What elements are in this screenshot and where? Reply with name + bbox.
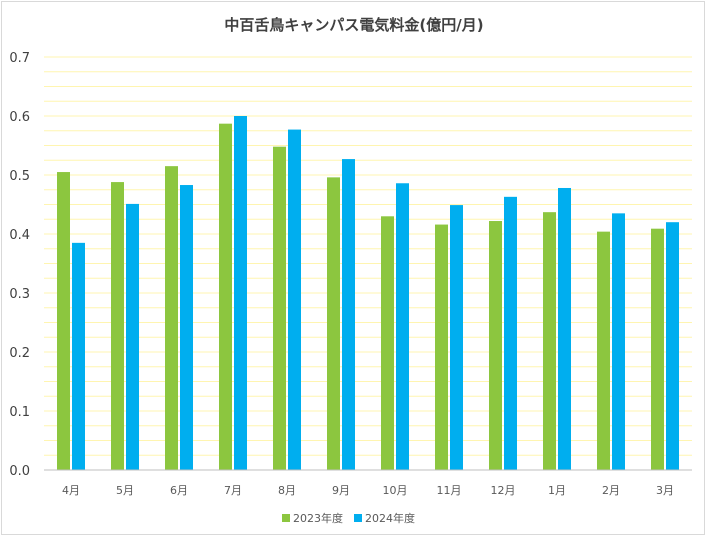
bar-series1	[273, 146, 286, 470]
bar-series2	[342, 159, 355, 470]
bar-series1	[597, 231, 610, 470]
bar-series1	[651, 228, 664, 470]
x-tick-label: 7月	[224, 484, 242, 497]
bar-series2	[558, 187, 571, 471]
x-tick-label: 10月	[383, 484, 408, 497]
bar-series1	[543, 212, 556, 471]
chart-title: 中百舌鳥キャンパス電気料金(億円/月)	[224, 16, 483, 34]
bar-series2	[612, 213, 625, 470]
x-tick-label: 12月	[491, 484, 516, 497]
x-axis-ticks: 4月 5月 6月 7月 8月 9月 10月 11月 12月 1月 2月 3月	[62, 484, 674, 497]
y-tick-label: 0.1	[9, 405, 30, 420]
bar-series1	[111, 182, 124, 470]
bar-series1	[219, 123, 232, 471]
y-axis-ticks: 0.0 0.1 0.2 0.3 0.4 0.5 0.6 0.7	[9, 51, 30, 479]
bar-series1	[57, 172, 70, 471]
bar-series2	[504, 196, 517, 470]
bar-series2	[450, 205, 463, 470]
x-tick-label: 11月	[437, 484, 462, 497]
x-tick-label: 9月	[332, 484, 350, 497]
x-tick-label: 1月	[548, 484, 566, 497]
bar-series2	[180, 185, 193, 470]
x-tick-label: 4月	[62, 484, 80, 497]
bar-series2	[666, 222, 679, 470]
x-tick-label: 6月	[170, 484, 188, 497]
legend-label: 2023年度	[293, 511, 343, 525]
y-tick-label: 0.3	[9, 287, 30, 302]
x-tick-label: 8月	[278, 484, 296, 497]
y-tick-label: 0.0	[9, 464, 30, 479]
y-tick-label: 0.2	[9, 346, 30, 361]
y-tick-label: 0.6	[9, 110, 30, 125]
bar-series1	[489, 221, 502, 470]
bar-series1	[327, 177, 340, 471]
x-tick-label: 5月	[116, 484, 134, 497]
bars	[57, 116, 679, 471]
gridlines	[44, 56, 692, 456]
bar-series1	[165, 166, 178, 470]
x-tick-label: 3月	[656, 484, 674, 497]
legend-label: 2024年度	[365, 511, 415, 525]
y-tick-label: 0.7	[9, 51, 30, 66]
legend: 2023年度 2024年度	[282, 511, 415, 525]
bar-series2	[126, 203, 139, 470]
legend-swatch	[282, 514, 290, 522]
bar-series1	[435, 224, 448, 470]
x-tick-label: 2月	[602, 484, 620, 497]
bar-series2	[234, 116, 247, 470]
bar-series2	[396, 183, 409, 470]
bar-series2	[288, 129, 301, 470]
bar-series1	[381, 216, 394, 470]
y-tick-label: 0.4	[9, 228, 30, 243]
bar-series2	[72, 242, 85, 470]
y-tick-label: 0.5	[9, 169, 30, 184]
legend-swatch	[354, 514, 362, 522]
